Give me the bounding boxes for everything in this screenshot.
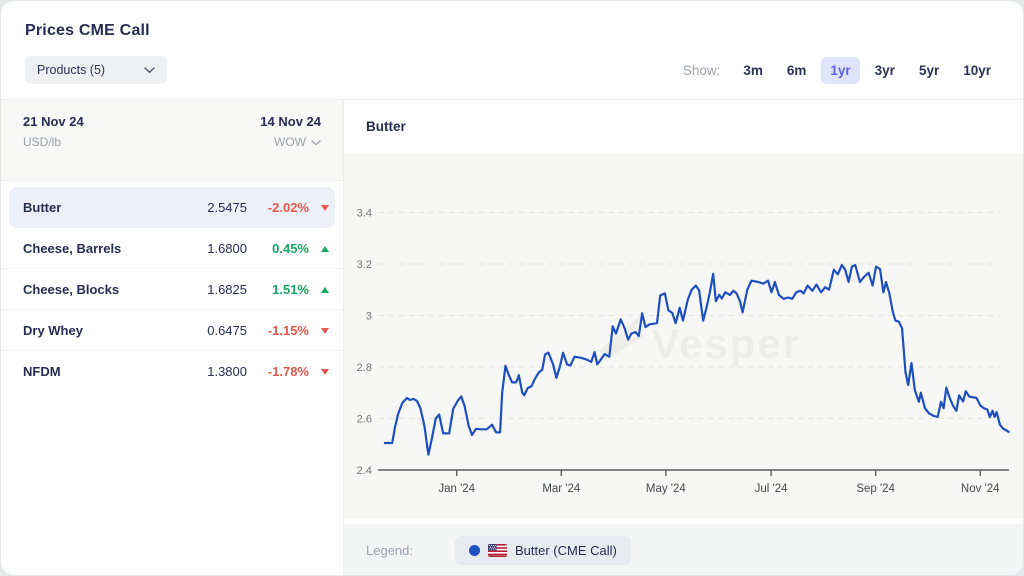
- chart-panel: Butter Vesper 3.4 3.2 3 2.8 2.6 2.4 Jan '24 Mar …: [344, 100, 1023, 575]
- x-axis-tick-label: Nov '24: [961, 483, 1000, 495]
- comparison-dropdown[interactable]: WOW: [274, 135, 321, 149]
- chart-plot-area: Vesper 3.4 3.2 3 2.8 2.6 2.4 Jan '24 Mar '24 May …: [344, 153, 1023, 519]
- chart-title: Butter: [366, 119, 406, 134]
- butter-price-line: [383, 263, 1010, 456]
- product-change: 1.51%: [272, 282, 309, 297]
- legend-item-butter[interactable]: Butter (CME Call): [455, 536, 631, 565]
- price-table-header: 21 Nov 24 USD/lb 14 Nov 24 WOW: [1, 100, 343, 181]
- product-price: 1.6800: [207, 241, 247, 256]
- products-dropdown-label: Products (5): [37, 63, 106, 77]
- main-content: 21 Nov 24 USD/lb 14 Nov 24 WOW: [1, 100, 1023, 575]
- unit-label: USD/lb: [23, 135, 62, 149]
- x-axis-tick-label: Jul '24: [755, 483, 788, 495]
- x-axis-tick-label: Sep '24: [856, 483, 895, 495]
- price-table-panel: 21 Nov 24 USD/lb 14 Nov 24 WOW: [1, 100, 344, 575]
- product-price: 0.6475: [207, 323, 247, 338]
- product-name: Dry Whey: [23, 323, 83, 338]
- time-range-3yr[interactable]: 3yr: [866, 57, 904, 84]
- product-price: 2.5475: [207, 200, 247, 215]
- product-change: -1.78%: [267, 364, 309, 379]
- y-axis-tick-label: 2.4: [357, 465, 372, 477]
- y-axis-tick-label: 3: [366, 310, 372, 322]
- triangle-up-icon: [321, 245, 329, 252]
- table-row-cheese-blocks[interactable]: Cheese, Blocks 1.6825 1.51%: [1, 269, 343, 310]
- product-price: 1.6825: [207, 282, 247, 297]
- time-range-6m[interactable]: 6m: [778, 57, 816, 84]
- x-axis-tick-label: Mar '24: [542, 483, 581, 495]
- product-name: Cheese, Blocks: [23, 282, 120, 297]
- product-name: NFDM: [23, 364, 61, 379]
- triangle-down-icon: [321, 204, 329, 211]
- page-title: Prices CME Call: [25, 22, 150, 39]
- product-change: -2.02%: [267, 200, 309, 215]
- time-range-group: Show: 3m 6m 1yr 3yr 5yr 10yr: [683, 57, 1000, 84]
- time-range-5yr[interactable]: 5yr: [910, 57, 948, 84]
- legend-label: Legend:: [366, 543, 413, 558]
- comparison-label: WOW: [274, 135, 306, 149]
- x-axis-tick-label: Jan '24: [438, 483, 475, 495]
- triangle-down-icon: [321, 368, 329, 375]
- price-chart[interactable]: Vesper 3.4 3.2 3 2.8 2.6 2.4 Jan '24 Mar '24 May …: [344, 153, 1023, 519]
- table-row-nfdm[interactable]: NFDM 1.3800 -1.78%: [1, 351, 343, 392]
- table-row-dry-whey[interactable]: Dry Whey 0.6475 -1.15%: [1, 310, 343, 351]
- product-name: Butter: [23, 200, 62, 215]
- product-name: Cheese, Barrels: [23, 241, 122, 256]
- chevron-down-icon: [311, 135, 321, 149]
- legend-bar: Legend:: [344, 524, 1023, 575]
- y-axis-tick-label: 2.6: [357, 413, 372, 425]
- legend-item-label: Butter (CME Call): [515, 543, 617, 558]
- product-change: -1.15%: [267, 323, 309, 338]
- divider: [344, 519, 1023, 524]
- time-range-10yr[interactable]: 10yr: [954, 57, 1000, 84]
- series-color-dot: [469, 545, 480, 556]
- chevron-down-icon: [144, 63, 155, 77]
- us-flag-icon: [488, 544, 507, 557]
- table-row-butter[interactable]: Butter 2.5475 -2.02%: [9, 187, 335, 228]
- time-range-3m[interactable]: 3m: [734, 57, 772, 84]
- table-row-cheese-barrels[interactable]: Cheese, Barrels 1.6800 0.45%: [1, 228, 343, 269]
- y-axis-tick-label: 2.8: [357, 362, 372, 374]
- triangle-down-icon: [321, 327, 329, 334]
- product-price: 1.3800: [207, 364, 247, 379]
- previous-date-label: 14 Nov 24: [260, 114, 321, 129]
- show-label: Show:: [682, 63, 721, 78]
- current-date-label: 21 Nov 24: [23, 114, 84, 129]
- products-dropdown[interactable]: Products (5): [25, 56, 167, 84]
- product-change: 0.45%: [272, 241, 309, 256]
- product-rows: Butter 2.5475 -2.02% Cheese, Barrels 1.6…: [1, 181, 343, 392]
- watermark-text: Vesper: [652, 320, 801, 367]
- watermark-logo-icon: [599, 313, 647, 361]
- y-axis-tick-label: 3.2: [357, 259, 372, 271]
- y-axis-tick-label: 3.4: [357, 207, 372, 219]
- triangle-up-icon: [321, 286, 329, 293]
- header: Prices CME Call Products (5) Show: 3m 6m…: [1, 1, 1023, 100]
- time-range-1yr[interactable]: 1yr: [821, 57, 860, 84]
- x-axis-tick-label: May '24: [646, 483, 686, 495]
